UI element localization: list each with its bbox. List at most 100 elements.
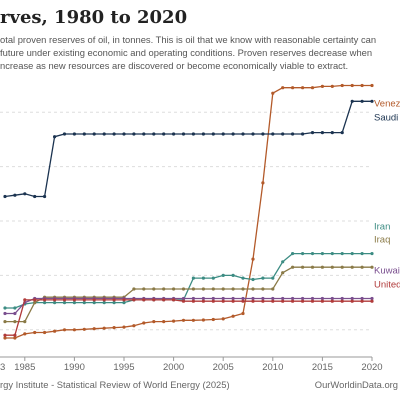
data-point xyxy=(162,287,166,291)
data-point xyxy=(350,83,354,88)
data-point xyxy=(370,296,374,301)
data-point xyxy=(251,296,255,301)
chart-title: rves, 1980 to 2020 xyxy=(0,7,188,28)
data-point xyxy=(310,86,315,90)
data-point xyxy=(211,132,215,136)
data-point xyxy=(3,320,7,324)
data-point xyxy=(13,336,17,340)
data-point xyxy=(23,320,27,324)
data-point xyxy=(53,298,57,302)
series-label: Saudi A xyxy=(374,113,400,124)
data-point xyxy=(142,132,146,136)
data-point xyxy=(330,131,334,135)
series-label: Kuwait xyxy=(374,266,400,277)
data-point xyxy=(43,298,47,302)
data-point xyxy=(142,298,146,302)
data-point xyxy=(201,299,205,303)
data-point xyxy=(72,328,76,332)
data-point xyxy=(82,132,86,136)
data-point xyxy=(33,301,37,305)
data-point xyxy=(320,299,324,303)
x-tick-label: 1995 xyxy=(113,362,134,373)
data-point xyxy=(122,132,126,136)
data-point xyxy=(142,321,146,325)
data-point xyxy=(370,99,374,103)
data-point xyxy=(370,299,374,303)
data-point xyxy=(370,265,374,269)
data-point xyxy=(330,265,334,269)
data-point xyxy=(92,327,96,331)
subtitle-line: ncrease as new resources are discovered … xyxy=(0,60,349,71)
data-point xyxy=(43,301,47,305)
data-point xyxy=(221,273,225,277)
data-point xyxy=(310,265,315,269)
data-point xyxy=(291,265,295,269)
chart-subtitle: otal proven reserves of oil, in tonnes. … xyxy=(0,33,400,72)
data-point xyxy=(350,252,354,256)
data-point xyxy=(291,132,295,136)
data-point xyxy=(340,296,344,301)
data-point xyxy=(251,287,255,291)
data-point xyxy=(132,287,136,291)
data-point xyxy=(320,296,324,301)
data-point xyxy=(112,301,116,305)
data-point xyxy=(231,132,235,136)
data-point xyxy=(122,325,126,329)
series-line xyxy=(4,100,372,198)
data-point xyxy=(162,132,166,136)
data-point xyxy=(112,298,116,302)
source-note: rgy Institute - Statistical Review of Wo… xyxy=(0,379,230,390)
data-point xyxy=(62,132,67,136)
data-point xyxy=(162,320,166,324)
data-point xyxy=(62,328,67,332)
data-point xyxy=(231,314,235,318)
data-point xyxy=(13,193,17,197)
data-point xyxy=(102,132,106,136)
data-point xyxy=(241,311,245,316)
data-point xyxy=(310,299,315,303)
data-point xyxy=(152,298,156,302)
data-point xyxy=(82,298,86,302)
data-point xyxy=(102,326,106,330)
data-point xyxy=(82,327,86,331)
data-point xyxy=(281,132,285,136)
data-point xyxy=(62,301,67,305)
data-point xyxy=(251,132,255,136)
data-point xyxy=(152,287,156,291)
data-point xyxy=(301,252,305,256)
data-point xyxy=(62,298,67,302)
data-point xyxy=(82,301,86,305)
data-point xyxy=(53,329,57,333)
data-point xyxy=(370,83,374,88)
data-point xyxy=(152,320,156,324)
data-point xyxy=(281,299,285,303)
data-point xyxy=(350,296,354,301)
data-point xyxy=(370,252,374,256)
data-point xyxy=(181,287,186,291)
x-tick-label: 1990 xyxy=(64,362,85,373)
data-point xyxy=(72,298,76,302)
series-label: Iran xyxy=(374,222,390,233)
brand-link[interactable]: OurWorldinData.org xyxy=(314,379,398,390)
data-point xyxy=(53,135,57,139)
data-point xyxy=(122,301,126,305)
data-point xyxy=(122,298,126,302)
data-point xyxy=(211,287,215,291)
data-point xyxy=(181,132,186,136)
subtitle-line: future under existing economic and opera… xyxy=(0,47,373,58)
data-point xyxy=(172,298,176,302)
data-point xyxy=(201,132,205,136)
data-point xyxy=(360,99,364,103)
data-point xyxy=(201,296,205,301)
x-tick-label: 3 xyxy=(0,362,5,373)
data-point xyxy=(360,265,364,269)
data-point xyxy=(241,287,245,291)
data-point xyxy=(261,181,265,185)
data-point xyxy=(261,276,265,280)
data-point xyxy=(221,296,225,301)
data-point xyxy=(13,306,17,310)
data-point xyxy=(271,276,275,280)
data-point xyxy=(201,276,205,280)
data-point xyxy=(301,296,305,301)
